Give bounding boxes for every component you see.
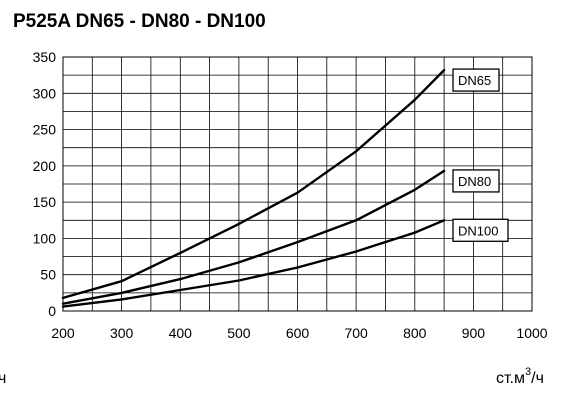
- series-label-text: DN65: [458, 73, 491, 88]
- x-unit-rest: /ч: [531, 370, 544, 387]
- series-label-text: DN100: [458, 223, 498, 238]
- x-tick-label: 900: [462, 325, 486, 341]
- x-unit-superscript: 3: [525, 366, 531, 378]
- x-tick-label: 1000: [516, 325, 547, 341]
- series-label-box: [452, 169, 500, 193]
- series-line-dn80: [61, 169, 446, 305]
- series-line-dn65: [61, 68, 446, 300]
- x-tick-label: 600: [286, 325, 310, 341]
- series-label-text: DN80: [458, 174, 491, 189]
- x-tick-label: 800: [403, 325, 427, 341]
- x-tick-label: 200: [51, 325, 75, 341]
- x-tick-label: 300: [110, 325, 134, 341]
- legend: DN65 DN80 DN100: [452, 68, 509, 242]
- y-tick-label: 200: [33, 158, 57, 174]
- x-unit-base: ст.м: [496, 370, 525, 387]
- series-label-dn80: DN80: [452, 169, 500, 193]
- series-label-dn65: DN65: [452, 68, 500, 92]
- series-label-box: [452, 68, 500, 92]
- axis-ticks: 0 50 100 150 200 250 300 350 200 300 400 500 600 700 8…: [33, 49, 548, 341]
- x-tick-label: 400: [169, 325, 193, 341]
- series-line-dn100: [61, 219, 446, 308]
- y-tick-label: 0: [48, 303, 56, 319]
- series-label-box: [452, 218, 509, 242]
- series-label-dn100: DN100: [452, 218, 509, 242]
- chart-title: P525A DN65 - DN80 - DN100: [13, 11, 266, 32]
- left-unit-fragment: ч: [0, 370, 6, 387]
- x-tick-label: 500: [227, 325, 251, 341]
- y-tick-label: 250: [33, 122, 57, 138]
- y-tick-label: 300: [33, 85, 57, 101]
- x-axis-unit-label: ст.м3/ч: [496, 366, 544, 387]
- y-tick-label: 100: [33, 230, 57, 246]
- y-tick-label: 50: [40, 267, 56, 283]
- series-lines: [61, 68, 446, 308]
- y-tick-label: 150: [33, 194, 57, 210]
- x-tick-label: 700: [344, 325, 368, 341]
- plot-frame: [62, 56, 533, 312]
- y-tick-label: 350: [33, 49, 57, 65]
